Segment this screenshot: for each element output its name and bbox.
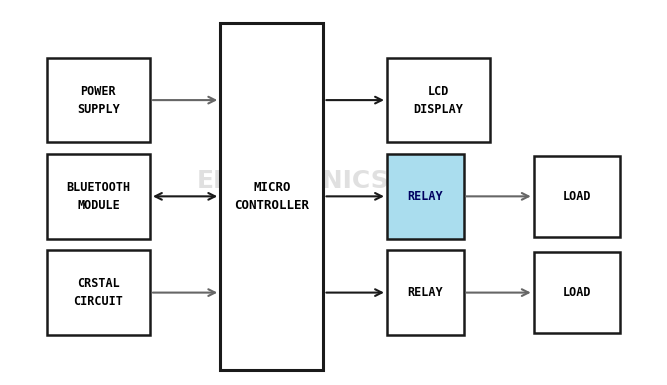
Bar bbox=[47, 250, 150, 335]
Bar bbox=[220, 23, 323, 370]
Text: LOAD: LOAD bbox=[563, 286, 591, 299]
Bar bbox=[534, 252, 620, 333]
Bar bbox=[387, 58, 490, 142]
Text: ELECTRONICS: ELECTRONICS bbox=[197, 169, 390, 193]
Bar bbox=[534, 156, 620, 237]
Text: HUB: HUB bbox=[260, 194, 327, 222]
Text: POWER
SUPPLY: POWER SUPPLY bbox=[77, 85, 120, 116]
Text: RELAY: RELAY bbox=[408, 286, 443, 299]
Bar bbox=[47, 58, 150, 142]
Text: MICRO
CONTROLLER: MICRO CONTROLLER bbox=[234, 181, 309, 212]
Bar bbox=[387, 154, 464, 239]
Text: BLUETOOTH
MODULE: BLUETOOTH MODULE bbox=[66, 181, 131, 212]
Bar bbox=[387, 250, 464, 335]
Text: LOAD: LOAD bbox=[563, 190, 591, 203]
Bar bbox=[47, 154, 150, 239]
Text: LCD
DISPLAY: LCD DISPLAY bbox=[414, 85, 464, 116]
Text: CRSTAL
CIRCUIT: CRSTAL CIRCUIT bbox=[73, 277, 123, 308]
Text: RELAY: RELAY bbox=[408, 190, 443, 203]
